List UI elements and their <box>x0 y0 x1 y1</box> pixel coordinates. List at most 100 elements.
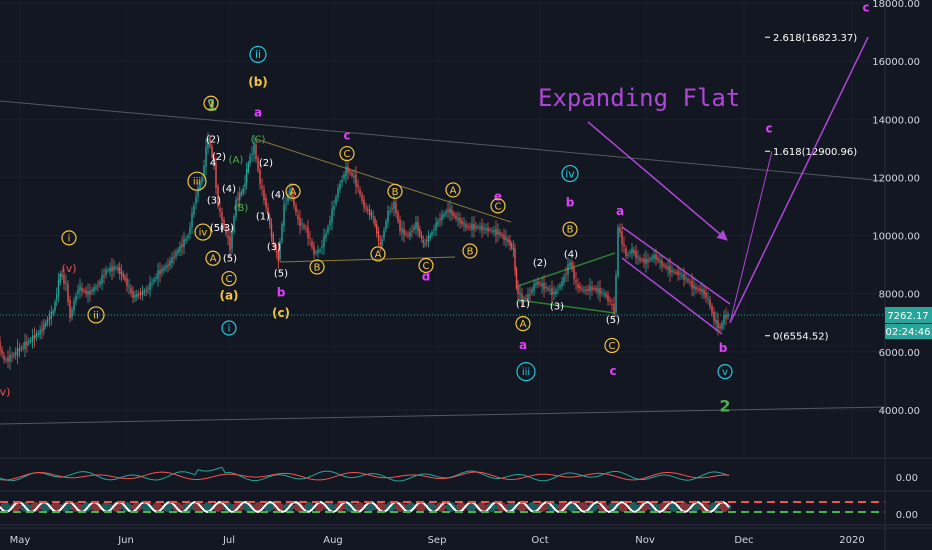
osc1-zero-tick: 0.00 <box>896 473 918 484</box>
candle-body <box>15 352 17 355</box>
x-tick-label: Oct <box>531 535 548 546</box>
candle-body <box>285 203 287 205</box>
time-axis[interactable]: May Jun Jul Aug Sep Oct Nov Dec 2020 <box>10 535 865 546</box>
candle-body <box>374 218 376 226</box>
candle-body <box>615 275 617 313</box>
candle-body <box>559 285 561 288</box>
wave-label: 1 <box>206 96 217 115</box>
wave-label-circle <box>515 316 531 332</box>
candle-body <box>627 254 629 256</box>
wave-label-circle <box>370 246 386 262</box>
price-axis[interactable]: 18000.00 16000.00 14000.00 12000.00 10000.00… <box>872 0 920 417</box>
wave-label: v <box>208 97 215 110</box>
candle-body <box>63 275 65 284</box>
wave-label: (3) <box>267 242 281 253</box>
candle-body <box>263 189 265 201</box>
candle-body <box>537 281 539 285</box>
candle-body <box>225 226 227 234</box>
candle-body <box>85 290 87 294</box>
candle-body <box>529 294 531 296</box>
candle-body <box>459 218 461 224</box>
candle-body <box>197 187 199 197</box>
candle-body <box>535 282 537 286</box>
candle-body <box>597 288 599 293</box>
projection-line <box>729 151 773 323</box>
candle-body <box>9 354 11 362</box>
wave-label: (c) <box>272 306 290 320</box>
candle-body <box>361 194 363 202</box>
candle-body <box>175 252 177 257</box>
candle-body <box>579 285 581 289</box>
candle-body <box>95 286 97 289</box>
candle-body <box>709 299 711 307</box>
candle-body <box>275 251 278 253</box>
candle-body <box>514 248 516 271</box>
wave-label: v) <box>0 385 10 398</box>
candle-body <box>244 183 246 187</box>
candle-body <box>240 191 243 195</box>
candle-body <box>54 301 56 312</box>
candle-body <box>167 264 169 267</box>
candle-body <box>331 208 333 223</box>
candle-body <box>363 199 365 208</box>
candle-body <box>381 239 383 247</box>
candle-body <box>3 355 5 360</box>
candle-body <box>351 172 353 176</box>
candle-body <box>637 256 639 259</box>
wave-label: C <box>609 341 616 352</box>
candle-body <box>65 282 67 284</box>
candle-body <box>397 212 399 222</box>
wave-label: i <box>68 233 71 244</box>
y-tick-label: 16000.00 <box>872 57 920 68</box>
wave-label: B <box>314 262 321 273</box>
candle-body <box>157 270 159 279</box>
y-tick-label: 18000.00 <box>872 0 920 10</box>
candle-body <box>270 223 273 237</box>
candle-body <box>269 217 271 225</box>
candle-body <box>1 349 3 355</box>
candle-body <box>463 223 465 226</box>
candle-body <box>321 246 323 248</box>
x-tick-label: Sep <box>428 535 447 546</box>
candle-body <box>209 136 211 147</box>
candle-body <box>719 326 721 329</box>
candle-body <box>11 356 13 358</box>
fib-label: 1.618(12900.96) <box>773 147 857 158</box>
candle-body <box>661 260 663 267</box>
wave-label-circle <box>490 198 506 214</box>
candle-body <box>409 231 411 237</box>
wave-label: (3) <box>550 302 564 313</box>
wave-label: 2 <box>719 396 730 415</box>
candle-body <box>457 217 459 221</box>
candle-body <box>171 257 173 264</box>
candle-body <box>327 226 329 233</box>
candle-body <box>663 264 665 267</box>
wave-label: C <box>495 201 502 212</box>
candle-body <box>629 252 631 254</box>
candle-body <box>591 286 593 290</box>
x-tick-label: May <box>10 535 31 546</box>
candle-body <box>239 192 241 200</box>
candle-body <box>145 290 147 292</box>
candle-body <box>153 279 155 282</box>
wave-label-circle <box>221 270 237 287</box>
wave-label: (1) <box>516 299 530 310</box>
candle-body <box>415 222 417 229</box>
candle-body <box>0 341 1 351</box>
candle-body <box>43 324 45 331</box>
candle-body <box>651 257 653 260</box>
candle-body <box>257 158 259 171</box>
candle-body <box>272 234 274 245</box>
candle-body <box>111 266 113 272</box>
candle-body <box>643 258 645 263</box>
candle-body <box>575 280 577 283</box>
candle-body <box>727 314 729 317</box>
candle-body <box>185 238 187 241</box>
candle-body <box>357 184 359 188</box>
candle-body <box>307 227 309 239</box>
oscillator-1 <box>0 466 730 482</box>
candle-body <box>685 278 687 280</box>
candle-body <box>255 144 257 159</box>
